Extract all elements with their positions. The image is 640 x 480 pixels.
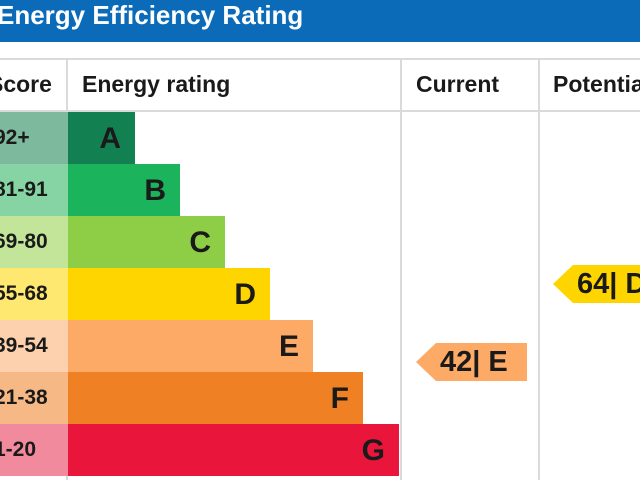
- band-letter-b: B: [144, 174, 166, 207]
- chart-title: Energy Efficiency Rating: [0, 0, 304, 30]
- potential-rating-indicator: 64| D: [553, 265, 640, 303]
- band-bar-e: E: [68, 320, 313, 372]
- score-range-c: 69-80: [0, 216, 68, 268]
- band-bar-b: B: [68, 164, 180, 216]
- band-bar-f: F: [68, 372, 363, 424]
- band-letter-c: C: [189, 226, 211, 259]
- score-range-g: 1-20: [0, 424, 68, 476]
- band-letter-a: A: [99, 122, 121, 155]
- band-letter-d: D: [234, 278, 256, 311]
- score-range-d: 55-68: [0, 268, 68, 320]
- column-header-score: Score: [0, 71, 52, 97]
- grid-line-top: [0, 58, 640, 60]
- grid-line-rating: [400, 58, 402, 480]
- grid-line-current: [538, 58, 540, 480]
- column-header-potential: Potential: [553, 71, 640, 97]
- score-range-e: 39-54: [0, 320, 68, 372]
- score-range-f: 21-38: [0, 372, 68, 424]
- column-header-energy-rating: Energy rating: [82, 71, 231, 97]
- band-letter-g: G: [361, 434, 385, 467]
- grid-line-head: [0, 110, 640, 112]
- band-bar-a: A: [68, 112, 135, 164]
- band-letter-e: E: [278, 330, 299, 363]
- band-bar-d: D: [68, 268, 270, 320]
- score-range-a: 92+: [0, 112, 68, 164]
- current-rating-indicator: 42| E: [416, 343, 527, 381]
- band-letter-f: F: [330, 382, 349, 415]
- chart-header: Energy Efficiency Rating: [0, 0, 640, 42]
- score-range-b: 81-91: [0, 164, 68, 216]
- column-header-current: Current: [416, 71, 500, 97]
- band-bar-c: C: [68, 216, 225, 268]
- band-bar-g: G: [68, 424, 399, 476]
